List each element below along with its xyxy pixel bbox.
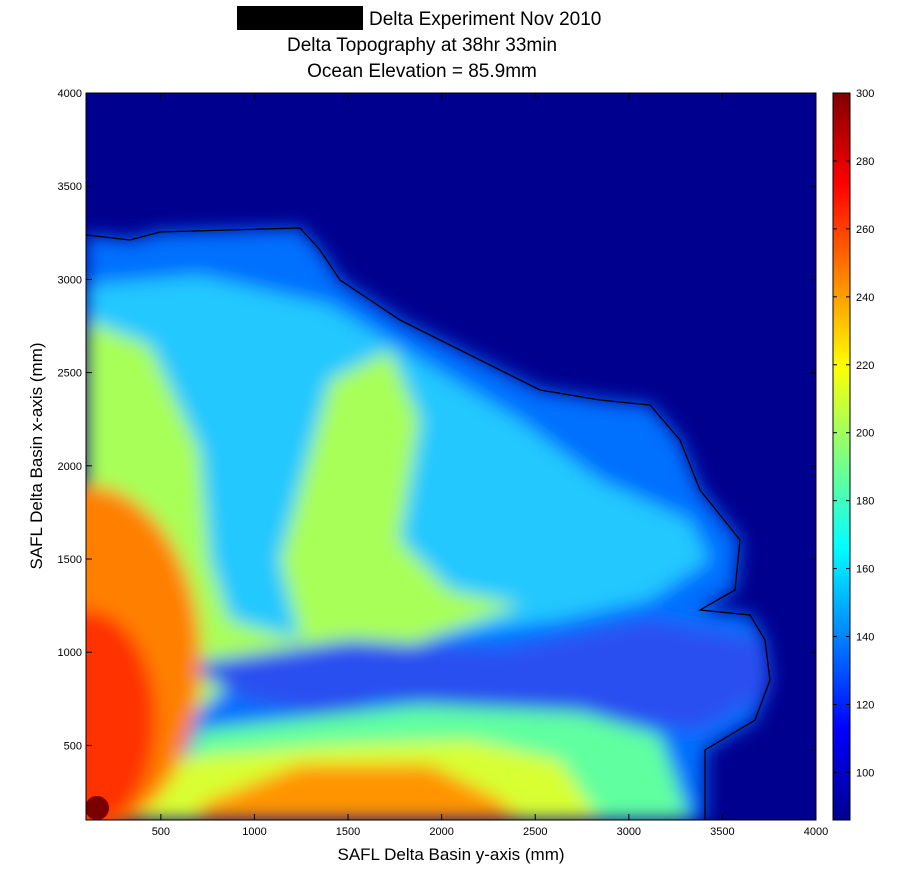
x-tick-label: 4000 <box>804 826 828 838</box>
plot-frame <box>85 92 817 821</box>
y-tick-label: 2500 <box>58 368 82 380</box>
colorbar-tick-label: 200 <box>856 428 874 440</box>
annotation: Ocean Elevation = 85.9mm <box>307 61 537 82</box>
chart-title: Delta Experiment Nov 2010 <box>369 9 601 30</box>
colorbar-tick-label: 180 <box>856 496 874 508</box>
redaction <box>237 6 363 30</box>
colorbar-tick-label: 280 <box>856 156 874 168</box>
topography-field <box>86 93 816 820</box>
colorbar-tick-label: 220 <box>856 360 874 372</box>
x-tick-label: 1000 <box>242 826 266 838</box>
y-tick-label: 3500 <box>58 181 82 193</box>
colorbar-tick-label: 260 <box>856 224 874 236</box>
x-tick-label: 3000 <box>617 826 641 838</box>
colorbar-tick-label: 160 <box>856 564 874 576</box>
x-tick-label: 1500 <box>336 826 360 838</box>
chart-subtitle: Delta Topography at 38hr 33min <box>287 35 557 56</box>
colorbar-tick-label: 300 <box>856 88 874 100</box>
x-tick-label: 3500 <box>710 826 734 838</box>
x-tick-label: 500 <box>152 826 170 838</box>
colorbar-tick-label: 240 <box>856 292 874 304</box>
y-tick-label: 1500 <box>58 554 82 566</box>
y-tick-label: 3000 <box>58 274 82 286</box>
x-tick-label: 2000 <box>429 826 453 838</box>
y-tick-label: 2000 <box>58 461 82 473</box>
x-tick-label: 2500 <box>523 826 547 838</box>
colorbar-tick-label: 100 <box>856 767 874 779</box>
colorbar <box>832 92 851 821</box>
x-axis-label: SAFL Delta Basin y-axis (mm) <box>337 845 564 864</box>
y-axis-label: SAFL Delta Basin x-axis (mm) <box>27 342 46 569</box>
colorbar-tick-label: 140 <box>856 632 874 644</box>
y-tick-label: 1000 <box>58 647 82 659</box>
y-tick-label: 500 <box>64 740 82 752</box>
colorbar-tick-label: 120 <box>856 699 874 711</box>
y-tick-label: 4000 <box>58 88 82 100</box>
